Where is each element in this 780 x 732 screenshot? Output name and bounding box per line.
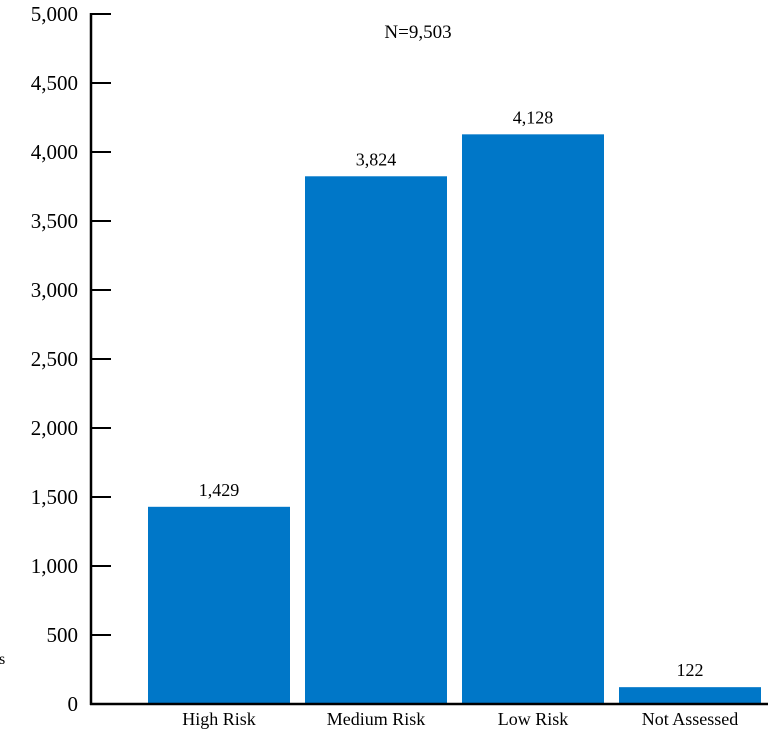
y-tick-label: 500 (47, 623, 79, 647)
y-tick-label: 2,000 (31, 416, 78, 440)
y-tick-label: 1,000 (31, 554, 78, 578)
data-labels: 1,429 3,824 4,128 122 (199, 107, 704, 680)
bar-value-label: 4,128 (513, 107, 554, 127)
y-tick-label: 4,500 (31, 71, 78, 95)
y-axis-ticks (91, 13, 111, 705)
category-label: High Risk (182, 709, 256, 729)
y-axis-label: s (0, 651, 5, 668)
y-tick-label: 1,500 (31, 485, 78, 509)
y-tick-label: 3,500 (31, 209, 78, 233)
bar (305, 176, 447, 705)
bar-value-label: 3,824 (356, 149, 397, 169)
bar-value-label: 122 (677, 660, 704, 680)
category-labels: High Risk Medium Risk Low Risk Not Assessed (182, 709, 738, 729)
category-label: Medium Risk (327, 709, 426, 729)
bar-value-label: 1,429 (199, 480, 240, 500)
y-tick-label: 4,000 (31, 140, 78, 164)
y-axis-tick-labels: 0 500 1,000 1,500 2,000 2,500 3,000 3,500 4,000 4… (31, 2, 78, 716)
sample-size-annotation: N=9,503 (384, 22, 451, 43)
bar (148, 506, 290, 704)
y-tick-label: 2,500 (31, 347, 78, 371)
y-tick-label: 5,000 (31, 2, 78, 26)
category-label: Not Assessed (642, 709, 739, 729)
category-label: Low Risk (498, 709, 569, 729)
bars (148, 134, 761, 705)
y-tick-label: 0 (68, 692, 79, 716)
bar (462, 134, 604, 704)
bar (619, 687, 761, 704)
y-tick-label: 3,000 (31, 278, 78, 302)
